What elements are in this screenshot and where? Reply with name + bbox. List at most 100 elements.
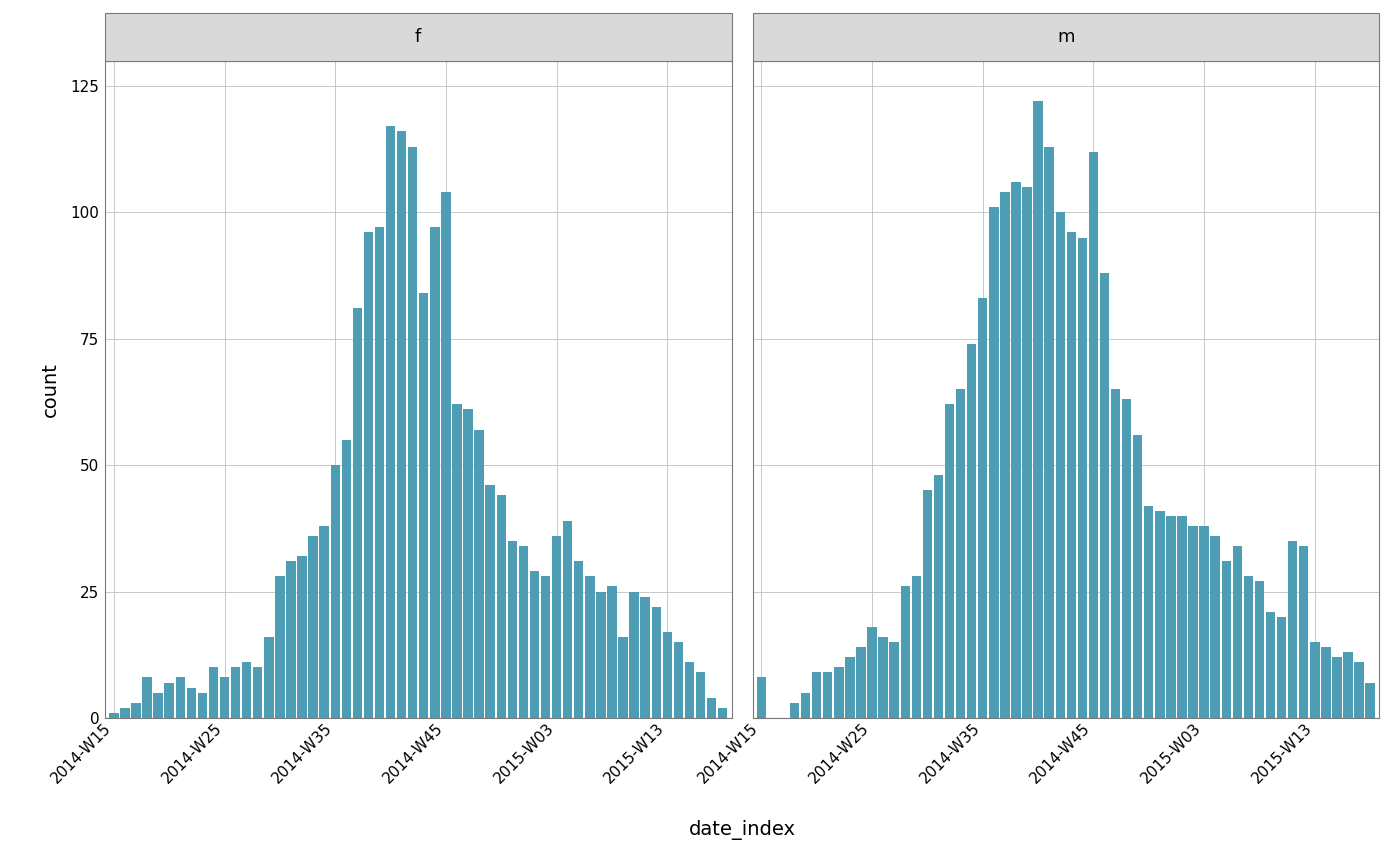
Bar (519, 546, 528, 718)
Bar (109, 713, 119, 718)
Bar (231, 668, 241, 718)
Bar (276, 576, 284, 718)
Bar (900, 586, 910, 718)
Bar (1121, 400, 1131, 718)
Bar (452, 405, 462, 718)
Bar (1299, 546, 1309, 718)
Bar (1277, 617, 1287, 718)
Bar (846, 657, 854, 718)
Bar (342, 439, 351, 718)
Bar (923, 490, 932, 718)
Bar (718, 708, 728, 718)
Bar (878, 637, 888, 718)
Bar (1200, 526, 1208, 718)
Bar (330, 465, 340, 718)
Bar (319, 526, 329, 718)
Bar (596, 592, 606, 718)
Bar (364, 233, 374, 718)
Bar (801, 693, 811, 718)
Bar (1166, 516, 1176, 718)
Bar (934, 475, 944, 718)
Bar (1288, 541, 1298, 718)
Bar (756, 677, 766, 718)
Bar (662, 632, 672, 718)
Bar (375, 227, 384, 718)
Bar (1211, 536, 1219, 718)
Bar (529, 571, 539, 718)
Bar (673, 642, 683, 718)
Bar (463, 409, 473, 718)
Bar (889, 642, 899, 718)
Bar (209, 668, 218, 718)
Bar (253, 668, 262, 718)
Bar (242, 663, 252, 718)
Bar (1110, 389, 1120, 718)
Bar (132, 702, 140, 718)
Bar (574, 561, 584, 718)
Bar (956, 389, 965, 718)
Bar (1344, 652, 1352, 718)
Bar (619, 637, 627, 718)
Bar (286, 561, 295, 718)
Bar (1189, 526, 1198, 718)
Bar (308, 536, 318, 718)
Bar (143, 677, 151, 718)
Bar (1232, 546, 1242, 718)
Bar (608, 586, 616, 718)
Bar (1011, 182, 1021, 718)
Bar (857, 647, 865, 718)
Bar (154, 693, 162, 718)
Bar (486, 485, 496, 718)
Bar (1354, 663, 1364, 718)
Bar (1243, 576, 1253, 718)
Bar (265, 637, 273, 718)
Bar (1310, 642, 1320, 718)
Bar (790, 702, 799, 718)
Bar (540, 576, 550, 718)
Bar (1089, 151, 1098, 718)
Bar (297, 556, 307, 718)
Bar (979, 298, 987, 718)
Bar (945, 405, 955, 718)
Bar (441, 192, 451, 718)
Text: m: m (1057, 28, 1075, 46)
Bar (1133, 435, 1142, 718)
Bar (1078, 238, 1086, 718)
Bar (398, 131, 406, 718)
Bar (823, 672, 833, 718)
Bar (120, 708, 130, 718)
Bar (430, 227, 440, 718)
Bar (640, 597, 650, 718)
Bar (220, 677, 230, 718)
Text: date_index: date_index (689, 820, 795, 841)
Bar (497, 496, 505, 718)
Bar (1000, 192, 1009, 718)
Bar (1254, 581, 1264, 718)
Bar (585, 576, 595, 718)
Bar (1155, 510, 1165, 718)
Bar (175, 677, 185, 718)
Bar (197, 693, 207, 718)
Bar (812, 672, 822, 718)
Bar (1067, 233, 1077, 718)
Bar (651, 606, 661, 718)
Bar (508, 541, 517, 718)
Bar (386, 126, 395, 718)
Bar (407, 146, 417, 718)
Bar (988, 208, 998, 718)
Bar (563, 521, 573, 718)
Bar (630, 592, 638, 718)
Bar (685, 663, 694, 718)
Bar (911, 576, 921, 718)
Bar (475, 430, 484, 718)
Y-axis label: count: count (41, 362, 59, 417)
Bar (1144, 505, 1154, 718)
Bar (1222, 561, 1231, 718)
Bar (1033, 101, 1043, 718)
Bar (1044, 146, 1054, 718)
Bar (834, 668, 844, 718)
Bar (868, 627, 876, 718)
Bar (967, 343, 976, 718)
Text: f: f (416, 28, 421, 46)
Bar (1322, 647, 1330, 718)
